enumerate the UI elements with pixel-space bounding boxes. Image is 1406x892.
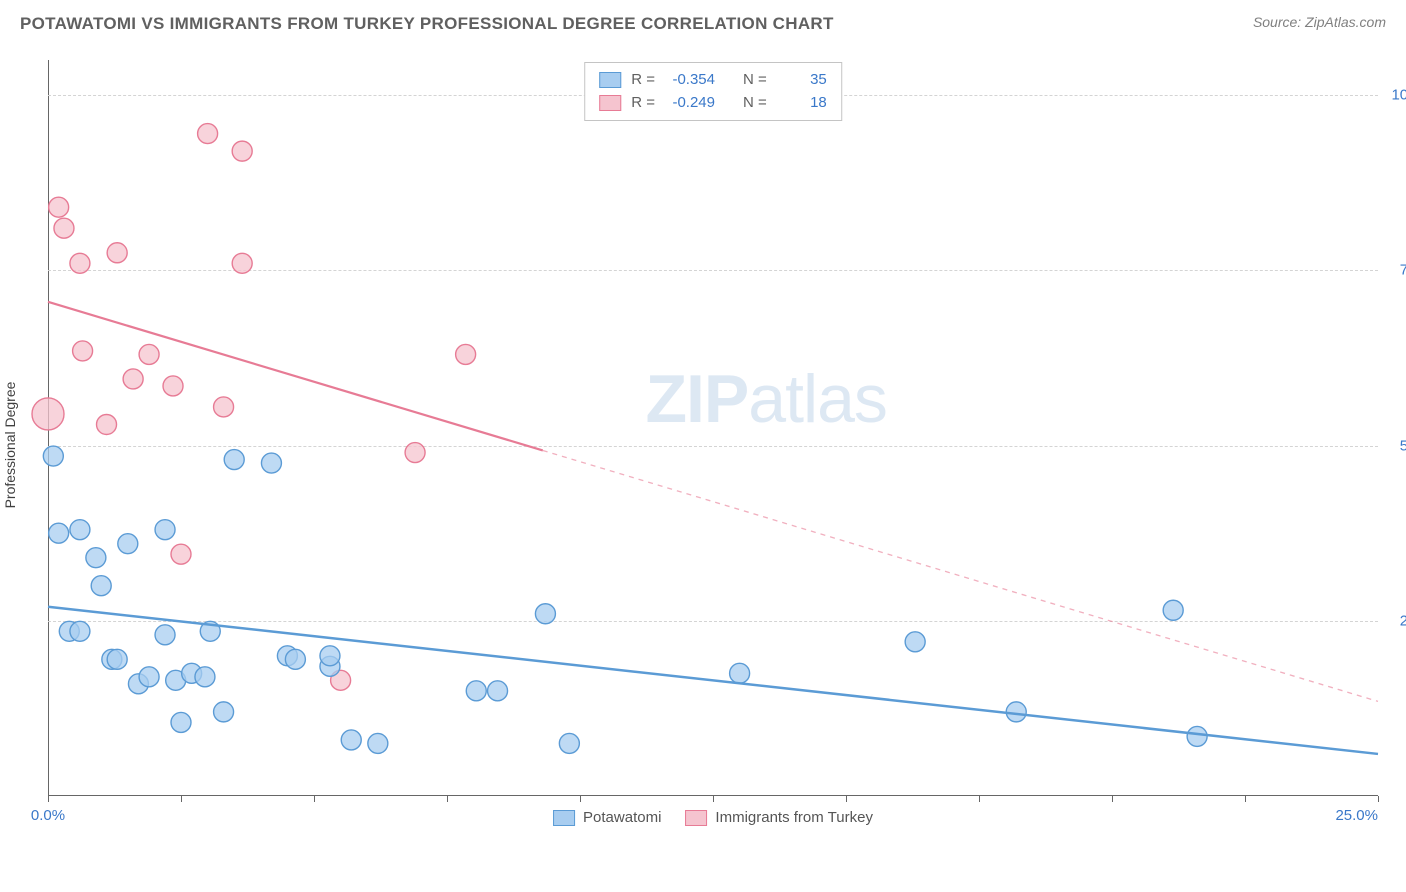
n-value-s2: 18 xyxy=(777,92,827,115)
scatter-point xyxy=(198,124,218,144)
stats-row-s1: R = -0.354 N = 35 xyxy=(599,69,827,92)
trend-line xyxy=(48,302,543,451)
scatter-point xyxy=(195,667,215,687)
scatter-point xyxy=(32,398,64,430)
scatter-point xyxy=(232,141,252,161)
legend-label-s1: Potawatomi xyxy=(583,809,661,826)
scatter-point xyxy=(224,450,244,470)
scatter-point xyxy=(905,632,925,652)
scatter-point xyxy=(86,548,106,568)
scatter-point xyxy=(1187,726,1207,746)
scatter-point xyxy=(97,414,117,434)
legend-item-s2: Immigrants from Turkey xyxy=(685,809,873,826)
chart-source: Source: ZipAtlas.com xyxy=(1253,14,1386,30)
scatter-point xyxy=(214,397,234,417)
scatter-point xyxy=(107,243,127,263)
scatter-point xyxy=(49,197,69,217)
r-value-s1: -0.354 xyxy=(665,69,715,92)
scatter-point xyxy=(488,681,508,701)
scatter-point xyxy=(730,663,750,683)
x-tick xyxy=(48,796,49,802)
scatter-point xyxy=(43,446,63,466)
y-tick-label: 10.0% xyxy=(1391,87,1406,104)
scatter-point xyxy=(73,341,93,361)
scatter-point xyxy=(49,523,69,543)
scatter-point xyxy=(163,376,183,396)
chart-area: Professional Degree ZIPatlas 2.5%5.0%7.5… xyxy=(48,60,1378,830)
scatter-point xyxy=(70,253,90,273)
scatter-point xyxy=(285,649,305,669)
chart-header: POTAWATOMI VS IMMIGRANTS FROM TURKEY PRO… xyxy=(0,0,1406,50)
x-tick xyxy=(846,796,847,802)
trend-line xyxy=(48,607,1378,754)
swatch-s1 xyxy=(599,72,621,88)
scatter-point xyxy=(232,253,252,273)
scatter-point xyxy=(559,733,579,753)
swatch-s2 xyxy=(599,95,621,111)
series-legend: Potawatomi Immigrants from Turkey xyxy=(553,809,873,826)
scatter-point xyxy=(139,344,159,364)
legend-swatch-s2 xyxy=(685,810,707,826)
legend-label-s2: Immigrants from Turkey xyxy=(715,809,873,826)
scatter-point xyxy=(91,576,111,596)
scatter-point xyxy=(456,344,476,364)
scatter-point xyxy=(368,733,388,753)
x-tick-label: 0.0% xyxy=(31,807,65,824)
scatter-point xyxy=(155,520,175,540)
legend-swatch-s1 xyxy=(553,810,575,826)
x-tick xyxy=(1245,796,1246,802)
scatter-point xyxy=(70,520,90,540)
scatter-point xyxy=(107,649,127,669)
y-tick-label: 7.5% xyxy=(1400,262,1406,279)
x-tick xyxy=(713,796,714,802)
n-value-s1: 35 xyxy=(777,69,827,92)
plot-svg xyxy=(48,60,1378,796)
scatter-point xyxy=(466,681,486,701)
scatter-point xyxy=(171,544,191,564)
x-tick xyxy=(181,796,182,802)
scatter-point xyxy=(535,604,555,624)
chart-title: POTAWATOMI VS IMMIGRANTS FROM TURKEY PRO… xyxy=(20,14,834,34)
scatter-point xyxy=(1163,600,1183,620)
r-value-s2: -0.249 xyxy=(665,92,715,115)
x-tick xyxy=(580,796,581,802)
stats-legend: R = -0.354 N = 35 R = -0.249 N = 18 xyxy=(584,62,842,121)
x-tick xyxy=(447,796,448,802)
scatter-point xyxy=(139,667,159,687)
stats-row-s2: R = -0.249 N = 18 xyxy=(599,92,827,115)
scatter-point xyxy=(155,625,175,645)
y-tick-label: 5.0% xyxy=(1400,437,1406,454)
scatter-point xyxy=(214,702,234,722)
r-label: R = xyxy=(631,92,655,115)
scatter-point xyxy=(118,534,138,554)
x-tick xyxy=(314,796,315,802)
scatter-point xyxy=(261,453,281,473)
n-label: N = xyxy=(743,69,767,92)
y-axis-label: Professional Degree xyxy=(2,382,18,509)
legend-item-s1: Potawatomi xyxy=(553,809,661,826)
scatter-point xyxy=(405,443,425,463)
y-tick-label: 2.5% xyxy=(1400,612,1406,629)
x-tick-label: 25.0% xyxy=(1335,807,1378,824)
x-tick xyxy=(1112,796,1113,802)
scatter-point xyxy=(320,646,340,666)
scatter-point xyxy=(341,730,361,750)
scatter-point xyxy=(54,218,74,238)
r-label: R = xyxy=(631,69,655,92)
x-tick xyxy=(979,796,980,802)
x-tick xyxy=(1378,796,1379,802)
scatter-point xyxy=(70,621,90,641)
n-label: N = xyxy=(743,92,767,115)
scatter-point xyxy=(123,369,143,389)
trend-line-extrap xyxy=(543,450,1378,701)
scatter-point xyxy=(171,712,191,732)
